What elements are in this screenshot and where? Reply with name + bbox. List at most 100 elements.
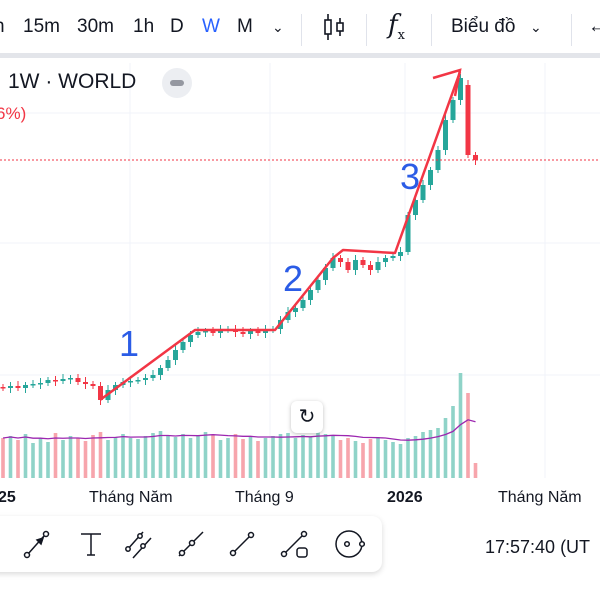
timeframe-w[interactable]: W	[202, 16, 220, 37]
candle-body	[405, 215, 411, 252]
volume-bar	[338, 440, 343, 478]
candle-body	[443, 120, 448, 150]
divider	[366, 14, 367, 46]
candle-body	[128, 381, 133, 383]
volume-bar	[211, 435, 215, 478]
candle-body	[23, 385, 28, 388]
candle-body	[345, 262, 351, 270]
volume-bar	[226, 438, 230, 478]
candle-body	[15, 386, 21, 388]
candle-body	[75, 378, 81, 382]
volume-bar	[143, 436, 148, 478]
circle-tool-icon[interactable]	[333, 528, 365, 560]
layout-menu-button[interactable]: Biểu đồ	[451, 16, 516, 37]
chevron-down-icon[interactable]: ⌄	[530, 19, 542, 35]
candle-body	[390, 256, 396, 258]
volume-bar	[293, 438, 298, 478]
volume-bar	[346, 438, 350, 478]
candle-body	[45, 380, 51, 383]
arrow-tool-icon[interactable]	[20, 528, 52, 560]
price-change: 6%)	[0, 104, 27, 123]
volume-bar	[263, 438, 268, 478]
volume-bar	[428, 430, 433, 478]
timeframe-1h[interactable]: 1h	[133, 16, 155, 37]
volume-bar	[271, 436, 275, 478]
volume-bar	[68, 436, 73, 478]
candle-body	[368, 265, 373, 270]
volume-bar	[113, 437, 118, 478]
candle-body	[203, 331, 208, 333]
volume-bar	[38, 438, 43, 478]
volume-bar	[391, 442, 395, 478]
volume-bar	[286, 433, 290, 478]
chart-canvas[interactable]	[0, 63, 600, 483]
timeframe-30m[interactable]: 30m	[77, 16, 114, 37]
volume-bar	[376, 437, 380, 478]
text-tool-icon[interactable]	[75, 528, 107, 560]
volume-bar	[436, 428, 440, 478]
candle-body	[150, 375, 156, 378]
candle-body	[465, 85, 471, 155]
volume-bar	[203, 432, 208, 478]
timeframe-15m[interactable]: 15m	[23, 16, 60, 37]
collapse-legend-button[interactable]	[162, 68, 192, 98]
timeframe-1h-partial[interactable]: h	[0, 16, 5, 38]
volume-bar	[46, 442, 50, 478]
divider	[301, 14, 302, 46]
volume-bar	[173, 437, 178, 478]
candle-body	[98, 386, 103, 400]
x-axis-label: 2026	[387, 489, 423, 506]
volume-bar	[61, 440, 65, 478]
trend-line-icon[interactable]	[226, 528, 258, 560]
candle-body	[330, 258, 336, 268]
volume-bar	[31, 443, 35, 478]
candle-body	[308, 290, 313, 300]
volume-bar	[166, 435, 170, 478]
volume-bar	[16, 440, 20, 478]
candle-body	[285, 312, 291, 320]
trend-line-extended-icon[interactable]	[175, 528, 207, 560]
candle-body	[420, 185, 426, 200]
candle-body	[338, 258, 343, 262]
candle-body	[38, 383, 43, 385]
candle-body	[60, 379, 66, 381]
volume-bar	[181, 434, 185, 478]
candle-body	[255, 331, 261, 333]
candle-body	[218, 330, 223, 333]
symbol-title[interactable]: 1W · WORLD	[8, 70, 137, 93]
reset-chart-icon[interactable]: ↻	[291, 401, 323, 433]
parallel-channel-icon[interactable]	[123, 528, 155, 560]
volume-bar	[316, 432, 320, 478]
fx-icon[interactable]: fx	[388, 10, 405, 44]
wave-label-3: 3	[400, 156, 421, 197]
arrow-left-icon[interactable]: ←	[588, 16, 600, 37]
candle-body	[323, 268, 328, 280]
volume-bar	[443, 418, 448, 478]
volume-bar	[248, 437, 253, 478]
volume-bar	[8, 436, 13, 478]
annotation-arrowhead	[432, 68, 462, 97]
volume-bar	[241, 439, 245, 478]
trend-line-box-icon[interactable]	[279, 528, 311, 560]
candle-body	[90, 384, 96, 386]
drawing-toolbar	[0, 516, 382, 572]
candle-body	[383, 258, 388, 262]
volume-bar	[83, 441, 88, 478]
candle-body	[450, 100, 456, 120]
candles-icon[interactable]	[322, 12, 348, 42]
candle-body	[458, 78, 463, 100]
chevron-down-icon[interactable]: ⌄	[272, 19, 284, 35]
timeframe-d[interactable]: D	[170, 16, 184, 37]
candle-body	[353, 260, 358, 270]
volume-bar	[301, 435, 305, 478]
candle-body	[68, 378, 73, 380]
candle-body	[210, 331, 216, 333]
candle-body	[53, 380, 58, 382]
candle-body	[473, 155, 478, 160]
divider	[571, 14, 572, 46]
volume-bar	[53, 433, 58, 478]
volume-bar	[188, 438, 193, 478]
volume-bar	[308, 437, 313, 478]
candle-body	[248, 331, 253, 334]
timeframe-m[interactable]: M	[237, 16, 253, 37]
